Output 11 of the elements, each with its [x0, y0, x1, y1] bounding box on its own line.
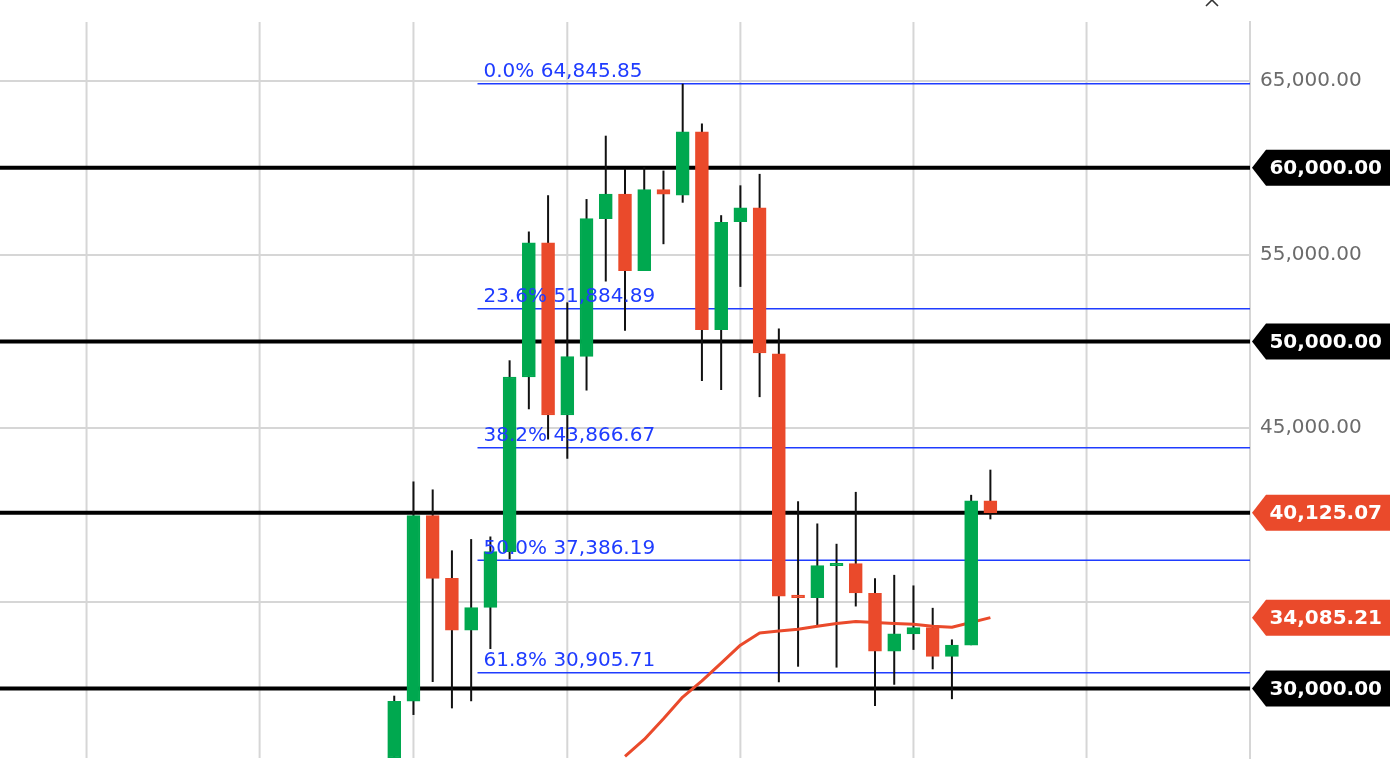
ref-line-label: 40,125.07 [1269, 500, 1382, 525]
ref-line-label: 60,000.00 [1269, 155, 1382, 180]
ref-line-label: 61.8% 30,905.71 [483, 647, 656, 672]
ref-line-label: 0.0% 64,845.85 [483, 57, 643, 82]
text: 34,085.21 [1269, 604, 1382, 629]
ref-line-label: 50,000.00 [1269, 328, 1382, 353]
y-tick-label: 55,000.00 [1260, 240, 1362, 265]
y-tick-label: 45,000.00 [1260, 414, 1362, 439]
y-tick-label: 65,000.00 [1260, 67, 1362, 92]
ref-line-label: 30,000.00 [1269, 675, 1382, 700]
candlestick [829, 543, 844, 668]
